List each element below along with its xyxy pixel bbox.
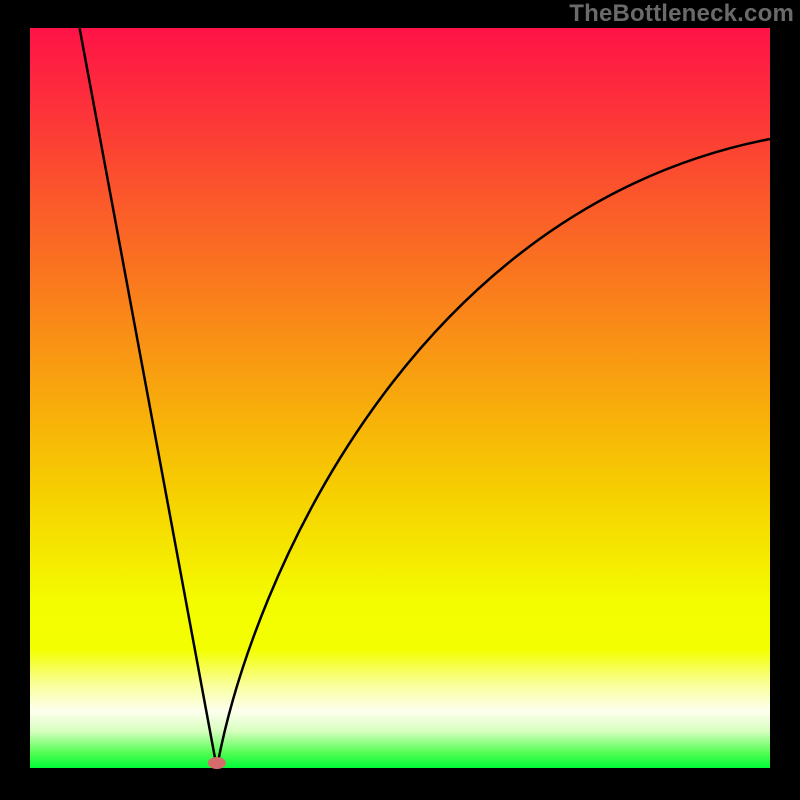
bottleneck-chart <box>0 0 800 800</box>
plot-background <box>30 28 770 768</box>
chart-root: TheBottleneck.com <box>0 0 800 800</box>
minimum-marker <box>208 757 226 769</box>
watermark-text: TheBottleneck.com <box>569 0 794 28</box>
